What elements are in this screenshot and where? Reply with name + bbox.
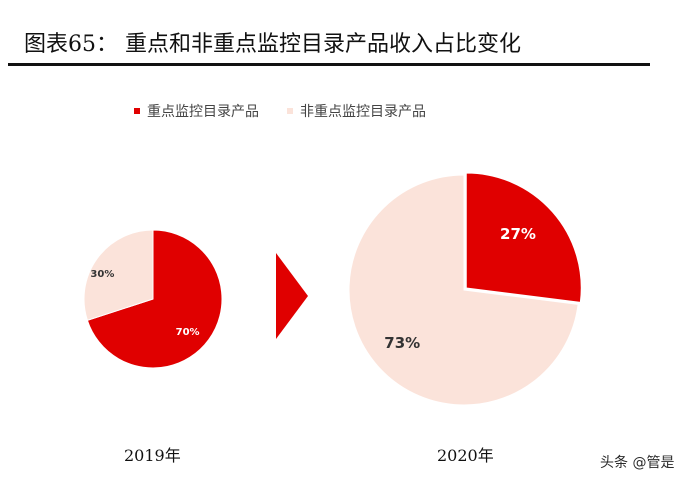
legend: 重点监控目录产品 非重点监控目录产品 — [134, 101, 454, 121]
watermark: 头条 @管是 — [600, 455, 675, 471]
pie-slice-0-1 — [83, 229, 154, 321]
legend-swatch-nonkey — [287, 108, 293, 114]
title-underline — [8, 63, 650, 66]
legend-item-key: 重点监控目录产品 — [134, 101, 259, 121]
legend-label-nonkey: 非重点监控目录产品 — [300, 104, 426, 120]
year-label-2020: 2020年 — [437, 446, 494, 465]
pie-label-1-1: 73% — [384, 334, 420, 352]
year-label-2019: 2019年 — [124, 446, 181, 465]
legend-label-key: 重点监控目录产品 — [147, 104, 259, 120]
legend-swatch-key — [134, 108, 140, 114]
pie-label-1-0: 27% — [500, 225, 536, 243]
pie-slice-1-1 — [348, 174, 579, 406]
pie-slice-1-0 — [465, 172, 582, 303]
chart-title: 图表65： 重点和非重点监控目录产品收入占比变化 — [24, 32, 521, 57]
arrow-icon — [276, 253, 308, 339]
pie-slice-0-0 — [86, 229, 223, 369]
legend-item-nonkey: 非重点监控目录产品 — [287, 101, 426, 121]
pie-label-0-0: 70% — [176, 327, 200, 338]
pie-label-0-1: 30% — [90, 269, 114, 280]
